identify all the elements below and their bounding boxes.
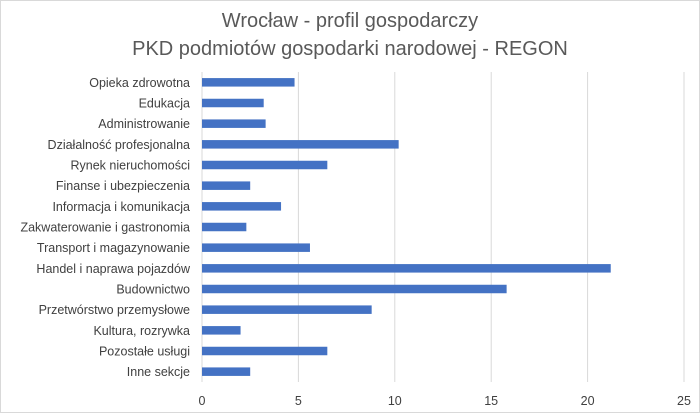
category-label: Przetwórstwo przemysłowe <box>39 303 190 317</box>
bar <box>202 78 295 87</box>
category-label: Rynek nieruchomości <box>71 159 191 173</box>
bar <box>202 160 328 170</box>
bar <box>202 305 372 314</box>
bar <box>202 367 251 376</box>
x-tick-label: 25 <box>677 394 691 408</box>
x-tick-label: 15 <box>484 394 498 408</box>
category-label: Finanse i ubezpieczenia <box>56 179 190 193</box>
category-label: Działalność profesjonalna <box>48 138 190 152</box>
bar <box>202 222 247 232</box>
category-label: Inne sekcje <box>127 365 190 379</box>
x-tick-label: 5 <box>295 394 302 408</box>
category-label: Edukacja <box>139 97 190 111</box>
category-label: Handel i naprawa pojazdów <box>36 262 191 276</box>
bar <box>202 140 399 149</box>
bar <box>202 243 310 252</box>
category-label: Kultura, rozrywka <box>93 324 190 338</box>
bar <box>202 202 282 211</box>
bars <box>202 78 611 376</box>
category-labels: Opieka zdrowotna Edukacja Administrowanie D… <box>20 76 190 379</box>
gridlines <box>201 72 685 382</box>
category-label: Budownictwo <box>116 283 190 297</box>
bar <box>202 284 507 294</box>
bar <box>202 119 266 128</box>
bar <box>202 346 328 356</box>
bar <box>202 98 264 108</box>
chart-subtitle: PKD podmiotów gospodarki narodowej - REG… <box>132 38 568 60</box>
category-label: Transport i magazynowanie <box>37 241 190 255</box>
bar <box>202 264 611 273</box>
category-label: Opieka zdrowotna <box>89 76 190 90</box>
bar <box>202 181 251 190</box>
chart-title: Wrocław - profil gospodarczy <box>221 10 479 32</box>
bar <box>202 326 241 335</box>
x-tick-labels: 0 5 10 15 20 25 <box>199 394 691 408</box>
category-label: Administrowanie <box>98 117 190 131</box>
x-tick-label: 0 <box>199 394 206 408</box>
x-tick-label: 10 <box>388 394 402 408</box>
category-label: Informacja i komunikacja <box>52 200 190 214</box>
x-tick-label: 20 <box>581 394 595 408</box>
category-label: Zakwaterowanie i gastronomia <box>20 221 190 235</box>
category-label: Pozostałe usługi <box>99 345 190 359</box>
